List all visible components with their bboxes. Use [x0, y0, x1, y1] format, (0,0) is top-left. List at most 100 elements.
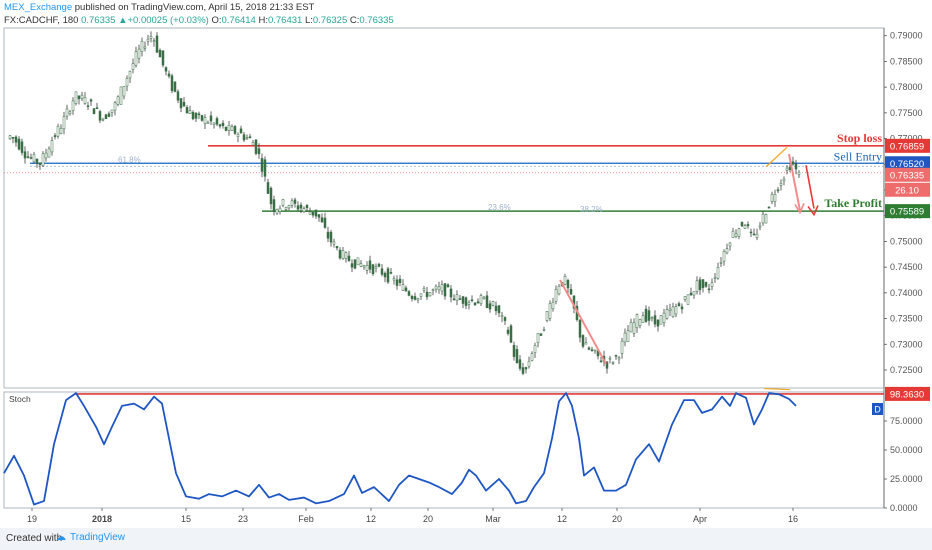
- candle-down: [377, 263, 381, 267]
- fib-label-618: 61.8%: [118, 155, 141, 164]
- time-tick-label: 2018: [92, 514, 112, 524]
- stoch-trend-line: [763, 387, 791, 391]
- candle-down: [23, 151, 27, 159]
- low-value: 0.76325: [312, 15, 348, 26]
- candle-down: [260, 158, 264, 172]
- candle-down: [353, 259, 357, 269]
- fib-label-236: 23.6%: [488, 203, 511, 212]
- candle-up: [332, 241, 336, 245]
- candle-up: [149, 36, 153, 39]
- published-text: published on TradingView.com, April 15, …: [72, 2, 315, 13]
- chart-canvas[interactable]: 0.79000 0.78500 0.78000 0.77500 0.77000 0.765…: [0, 0, 932, 528]
- candle-down: [707, 288, 711, 291]
- candle-up: [764, 214, 768, 224]
- candle-up: [686, 294, 690, 305]
- candle-up: [437, 286, 441, 291]
- candle-down: [380, 268, 384, 275]
- time-tick-label: Mar: [485, 514, 501, 524]
- candle-up: [770, 194, 774, 202]
- candle-down: [170, 75, 174, 92]
- candle-down: [254, 139, 258, 154]
- candle-up: [275, 209, 279, 214]
- candle-up: [374, 266, 378, 269]
- candle-up: [620, 340, 624, 354]
- candle-down: [221, 122, 225, 126]
- candle-down: [272, 199, 276, 212]
- candle-up: [251, 142, 255, 146]
- candle-up: [710, 282, 714, 287]
- time-tick-label: 16: [788, 514, 798, 524]
- candle-down: [794, 163, 798, 170]
- candle-down: [86, 105, 90, 107]
- time-tick-label: 23: [238, 514, 248, 524]
- candle-up: [584, 342, 588, 345]
- candle-down: [95, 107, 99, 109]
- candle-down: [158, 49, 162, 58]
- candle-down: [368, 260, 372, 270]
- ohlc-line: FX:CADCHF, 180 0.76335 ▲+0.00025 (+0.03%…: [4, 15, 394, 26]
- countdown-tag: 26.10: [895, 185, 919, 196]
- candle-down: [20, 141, 24, 153]
- candle-down: [338, 249, 342, 259]
- candle-down: [29, 157, 33, 159]
- candle-up: [302, 208, 306, 213]
- candle-up: [758, 225, 762, 228]
- stoch-tick-label: 50.0000: [890, 445, 923, 455]
- candle-down: [503, 317, 507, 321]
- candle-down: [263, 159, 267, 177]
- candle-up: [797, 171, 801, 175]
- candle-up: [137, 48, 141, 59]
- candle-down: [689, 292, 693, 296]
- candle-down: [104, 114, 108, 120]
- candle-down: [443, 283, 447, 297]
- candle-up: [779, 183, 783, 186]
- candle-down: [215, 118, 219, 125]
- pattern-leg-line: [559, 279, 607, 365]
- close-label: C:: [349, 15, 360, 26]
- candle-up: [281, 199, 285, 206]
- candle-up: [608, 357, 612, 360]
- candle-up: [623, 332, 627, 343]
- open-label: O:: [211, 15, 222, 26]
- candle-up: [467, 302, 471, 305]
- tradingview-logo-link[interactable]: ☁ TradingView: [56, 532, 125, 543]
- candle-down: [248, 136, 252, 139]
- candle-up: [419, 293, 423, 297]
- symbol-label: FX:CADCHF, 180: [4, 15, 79, 26]
- candle-down: [326, 231, 330, 239]
- stop-loss-label: Stop loss: [837, 131, 882, 145]
- stoch-ref-tag-bg: [885, 386, 930, 401]
- candle-up: [116, 96, 120, 105]
- candle-down: [224, 126, 228, 131]
- candle-down: [182, 101, 186, 107]
- time-tick-label: 20: [423, 514, 433, 524]
- candle-down: [776, 189, 780, 192]
- candle-up: [554, 288, 558, 302]
- candle-down: [515, 349, 519, 364]
- sell-entry-label: Sell Entry: [834, 149, 882, 163]
- time-tick-label: 19: [27, 514, 37, 524]
- candle-up: [455, 294, 459, 301]
- author-link[interactable]: MEX_Exchange: [4, 2, 73, 13]
- candle-up: [434, 286, 438, 290]
- candle-up: [401, 284, 405, 291]
- candle-down: [350, 263, 354, 268]
- candle-up: [83, 96, 87, 104]
- time-tick-label: 15: [181, 514, 191, 524]
- candle-up: [650, 317, 654, 319]
- candle-up: [152, 40, 156, 42]
- candle-up: [716, 267, 720, 279]
- candle-down: [311, 212, 315, 216]
- stoch-title: Stoch: [9, 394, 31, 404]
- candle-down: [698, 279, 702, 290]
- close-value: 0.76335: [359, 15, 394, 26]
- candle-down: [653, 315, 657, 325]
- candle-up: [755, 233, 759, 238]
- down-arrow-head: [807, 205, 819, 217]
- down-arrow-shaft: [805, 165, 815, 209]
- price-change: +0.00025 (+0.03%): [127, 15, 209, 26]
- candle-down: [386, 268, 390, 283]
- candle-down: [458, 298, 462, 300]
- candle-down: [752, 233, 756, 236]
- candle-down: [569, 289, 573, 295]
